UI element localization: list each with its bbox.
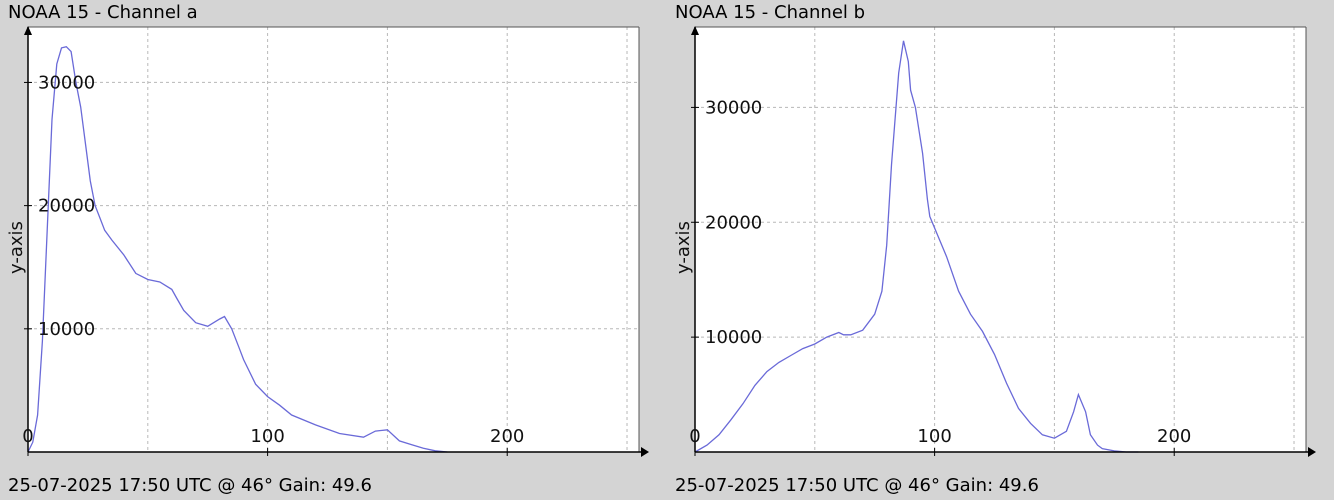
chart-title: NOAA 15 - Channel a (8, 2, 198, 23)
x-tick-label: 0 (689, 426, 700, 447)
series-line (27, 45, 448, 453)
y-tick-label: 20000 (38, 196, 95, 217)
chart-channel-b: 0 100 200 10000 20000 30000 y-axis (673, 26, 1316, 457)
y-axis-arrow (24, 26, 32, 35)
x-tick-label: 100 (250, 426, 284, 447)
x-tick-label: 100 (917, 426, 951, 447)
y-axis-title: y-axis (673, 221, 694, 274)
plot-area (695, 27, 1306, 452)
chart-footer-status: 25-07-2025 17:50 UTC @ 46° Gain: 49.6 (8, 475, 372, 496)
y-tick-label: 30000 (38, 72, 95, 93)
chart-channel-a: 0 100 200 10000 20000 30000 y-axis (6, 26, 649, 457)
y-tick-label: 30000 (705, 97, 762, 118)
y-tick-label: 20000 (705, 212, 762, 233)
plot-area (28, 27, 639, 452)
chart-title: NOAA 15 - Channel b (675, 2, 866, 23)
x-axis-arrow (641, 447, 649, 457)
y-axis-title: y-axis (6, 221, 27, 274)
chart-panel-channel-a: NOAA 15 - Channel a 0 100 200 10000 20000 300… (6, 2, 649, 496)
y-axis-arrow (691, 26, 699, 35)
x-tick-label: 200 (1157, 426, 1191, 447)
series-line (694, 40, 1139, 453)
x-axis-arrow (1308, 447, 1316, 457)
chart-panel-channel-b: NOAA 15 - Channel b 0 100 200 10000 20000 300… (667, 0, 1334, 500)
chart-footer-status: 25-07-2025 17:50 UTC @ 46° Gain: 49.6 (675, 475, 1039, 496)
y-tick-label: 10000 (705, 327, 762, 348)
y-tick-label: 10000 (38, 319, 95, 340)
x-tick-label: 200 (490, 426, 524, 447)
x-tick-label: 0 (22, 426, 33, 447)
